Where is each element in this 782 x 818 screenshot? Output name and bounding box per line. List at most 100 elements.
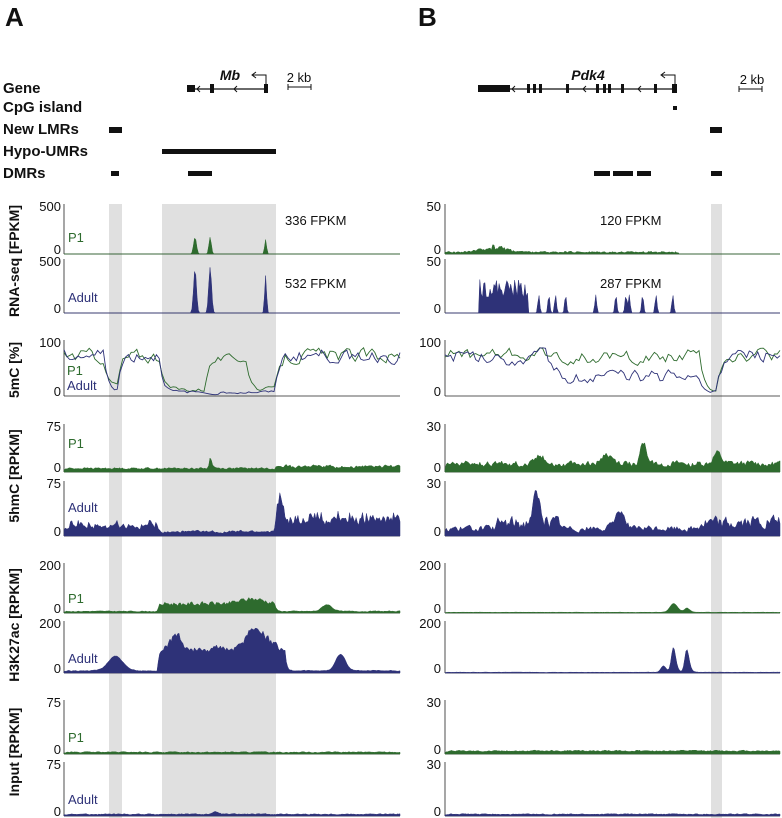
sample-label-p1: P1 [68,230,84,245]
new-lmr-highlight-a [109,204,122,818]
sample-label-adult: Adult [68,500,98,515]
dmr-bar-b3 [637,171,651,176]
tick-label-max: 200 [39,558,61,573]
tick-label-max: 200 [39,616,61,631]
signal-area [445,279,780,314]
tick-label-max: 30 [427,695,441,710]
dmr-bar-b2 [613,171,633,176]
row-label-gene: Gene [3,80,41,97]
tick-label-min: 0 [54,524,61,539]
track-b-hmc1: 30 0 [427,419,781,475]
track-a-ac2: 200 0 Adult [39,616,401,676]
track-a-hmc1: 75 0 P1 [47,419,401,475]
tick-label-max: 500 [39,254,61,269]
tick-label-max: 100 [39,335,61,350]
signal-area [444,442,781,473]
gene-model-mb: Mb 2 kb [187,67,312,93]
tick-label-max: 75 [47,695,61,710]
tick-label-min: 0 [434,524,441,539]
fpkm-annotation: 120 FPKM [600,213,661,228]
sample-label-adult: Adult [68,651,98,666]
tick-label-max: 30 [427,757,441,772]
tick-label-max: 50 [427,199,441,214]
sample-label-p1: P1 [68,730,84,745]
signal-area [64,237,400,255]
scale-label-b: 2 kb [740,72,765,87]
tick-label-min: 0 [434,601,441,616]
panel-letter-a: A [5,2,24,32]
dmr-bar-a1 [111,171,119,176]
tick-label-max: 75 [47,476,61,491]
track-b-hmc2: 30 0 [427,476,781,539]
track-a-rna2: 500 0 Adult 532 FPKM [39,254,400,316]
hypo-umr-highlight-a [162,204,276,818]
tick-label-min: 0 [434,742,441,757]
row-label-dmrs: DMRs [3,165,46,182]
row-label-hypo-umrs: Hypo-UMRs [3,143,88,160]
highlight-regions [109,204,722,818]
hypo-umr-bar-a [162,149,276,154]
sample-label-p1: P1 [67,363,83,378]
track-a-hmc2: 75 0 Adult [47,476,401,539]
methylation-line-p1 [444,347,781,392]
signal-area [444,813,781,817]
tick-label-max: 50 [427,254,441,269]
new-lmr-highlight-b [711,204,722,818]
tick-label-min: 0 [434,460,441,475]
row-label-new-lmrs: New LMRs [3,121,79,138]
sample-label-p1: P1 [68,591,84,606]
tick-label-min: 0 [54,242,61,257]
track-a-ac1: 200 0 P1 [39,558,401,616]
track-b-rna2: 50 0 287 FPKM [427,254,780,316]
sample-label-adult: Adult [68,792,98,807]
methylation-line-adult [444,347,781,393]
tick-label-min: 0 [54,384,61,399]
new-lmr-bar-a [109,127,122,133]
signal-area [63,751,401,755]
sample-label-p1: P1 [68,436,84,451]
tick-label-min: 0 [54,742,61,757]
tick-label-min: 0 [434,242,441,257]
sample-label-adult: Adult [68,290,98,305]
panel-letter-b: B [418,2,437,32]
tick-label-min: 0 [434,804,441,818]
signal-area [63,627,401,674]
signal-area [444,490,781,537]
gene-name-pdk4: Pdk4 [571,67,605,83]
signal-area [444,603,781,614]
track-a-in2: 75 0 Adult [47,757,401,818]
new-lmr-bar-b [710,127,722,133]
track-label-rnaseq: RNA-seq [FPKM] [6,205,22,317]
scale-label-a: 2 kb [287,70,312,85]
signal-area [444,244,780,255]
signal-area [444,749,781,755]
tick-label-min: 0 [54,661,61,676]
track-b-in2: 30 0 [427,757,781,818]
track-label-input: Input [RPKM] [6,708,22,797]
track-b-rna1: 50 0 120 FPKM [427,199,780,257]
fpkm-annotation: 532 FPKM [285,276,346,291]
fpkm-annotation: 336 FPKM [285,213,346,228]
tick-label-max: 500 [39,199,61,214]
track-b-mc: 100 0 [419,335,781,399]
signal-area [63,457,401,473]
tick-label-max: 100 [419,335,441,350]
methylation-line-adult [63,349,401,396]
tick-label-min: 0 [54,804,61,818]
tick-label-min: 0 [54,301,61,316]
dmr-bar-b4 [711,171,722,176]
tick-label-max: 30 [427,419,441,434]
track-label-5hmc: 5hmC [RPKM] [6,429,22,522]
cpg-island-bar-b [673,106,677,110]
tick-label-min: 0 [434,384,441,399]
track-b-in1: 30 0 [427,695,781,757]
tick-label-min: 0 [54,601,61,616]
signal-area [63,811,401,817]
track-a-rna1: 500 0 P1 336 FPKM [39,199,400,257]
tick-label-max: 200 [419,558,441,573]
